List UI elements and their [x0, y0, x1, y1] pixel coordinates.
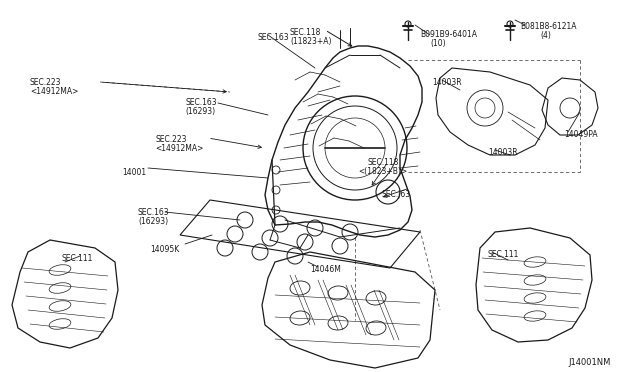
Text: (11823+A): (11823+A): [290, 37, 332, 46]
Text: <(1823+B)>: <(1823+B)>: [358, 167, 407, 176]
Text: (16293): (16293): [138, 217, 168, 226]
Text: (4): (4): [540, 31, 551, 40]
Text: 14003R: 14003R: [488, 148, 518, 157]
Text: 14049PA: 14049PA: [564, 130, 598, 139]
Text: (16293): (16293): [185, 107, 215, 116]
Text: B081B8-6121A: B081B8-6121A: [520, 22, 577, 31]
Text: 14003R: 14003R: [432, 78, 461, 87]
Text: 14095K: 14095K: [150, 245, 179, 254]
Text: SEC.111: SEC.111: [62, 254, 93, 263]
Text: SEC.J63: SEC.J63: [382, 190, 411, 199]
Text: SEC.111: SEC.111: [488, 250, 520, 259]
Text: SEC.223: SEC.223: [30, 78, 61, 87]
Text: SEC.163: SEC.163: [185, 98, 216, 107]
Text: SEC.223: SEC.223: [155, 135, 186, 144]
Text: 14046M: 14046M: [310, 265, 341, 274]
Text: SEC.163: SEC.163: [258, 33, 290, 42]
Text: B091B9-6401A: B091B9-6401A: [420, 30, 477, 39]
Text: (10): (10): [430, 39, 445, 48]
Text: J14001NM: J14001NM: [568, 358, 611, 367]
Text: SEC.118: SEC.118: [368, 158, 399, 167]
Text: <14912MA>: <14912MA>: [30, 87, 78, 96]
Text: SEC.163: SEC.163: [138, 208, 170, 217]
Text: SEC.118: SEC.118: [290, 28, 321, 37]
Text: <14912MA>: <14912MA>: [155, 144, 204, 153]
Text: 14001: 14001: [122, 168, 146, 177]
